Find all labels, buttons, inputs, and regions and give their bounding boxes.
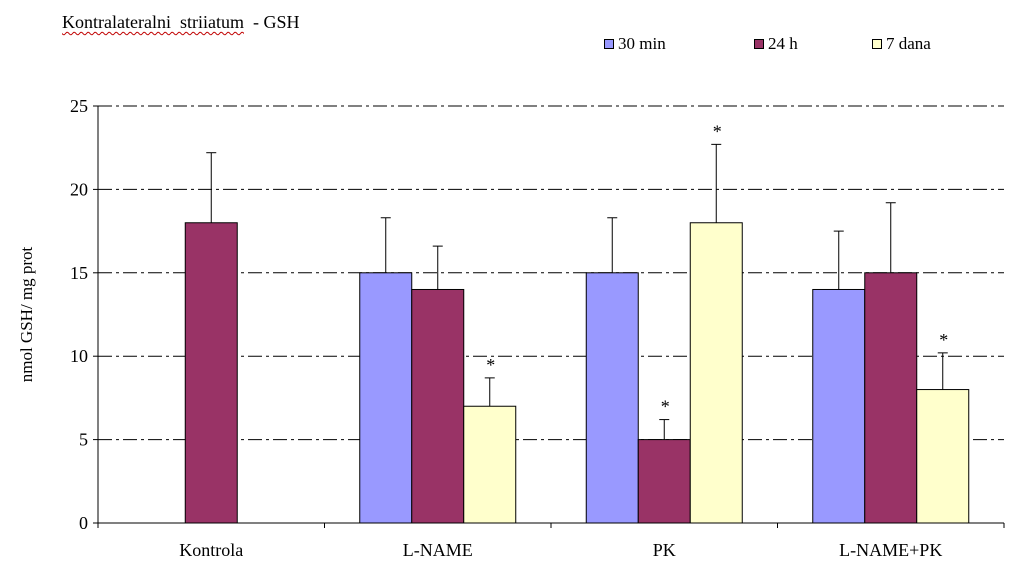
y-axis-label: nmol GSH/ mg prot: [17, 246, 36, 382]
chart-title: Kontralateralni striiatum - GSH: [62, 12, 299, 33]
chart-title-suffix: - GSH: [243, 12, 300, 32]
significance-mark: *: [661, 397, 670, 417]
legend-label-24h: 24 h: [768, 34, 798, 53]
y-tick-label: 0: [79, 513, 88, 533]
x-tick-label: L-NAME: [403, 540, 473, 560]
bar: [411, 288, 465, 524]
legend-item-7dana: 7 dana: [872, 34, 931, 54]
bar: [864, 272, 918, 524]
bar: [184, 222, 238, 524]
significance-mark: *: [486, 355, 495, 375]
legend-swatch-24h: [754, 39, 764, 49]
legend-label-7dana: 7 dana: [886, 34, 931, 53]
significance-mark: *: [713, 121, 722, 141]
legend: 30 min 24 h 7 dana: [604, 34, 931, 54]
y-tick-label: 10: [70, 346, 88, 366]
x-tick-label: L-NAME+PK: [839, 540, 942, 560]
bar: [637, 439, 691, 524]
legend-label-30min: 30 min: [618, 34, 666, 53]
bar: [463, 405, 517, 524]
bar: [359, 272, 413, 524]
bar: [916, 389, 970, 524]
y-tick-label: 25: [70, 96, 88, 116]
legend-item-24h: 24 h: [754, 34, 872, 54]
legend-item-30min: 30 min: [604, 34, 754, 54]
significance-mark: *: [939, 330, 948, 350]
bar: [585, 272, 639, 524]
y-tick-label: 20: [70, 179, 88, 199]
bar: [689, 222, 743, 524]
bar: [812, 288, 866, 524]
y-tick-label: 15: [70, 263, 88, 283]
y-tick-label: 5: [79, 430, 88, 450]
chart-title-main: Kontralateralni striiatum: [62, 12, 244, 32]
legend-swatch-7dana: [872, 39, 882, 49]
legend-swatch-30min: [604, 39, 614, 49]
x-tick-label: PK: [653, 540, 676, 560]
x-tick-label: Kontrola: [179, 540, 243, 560]
